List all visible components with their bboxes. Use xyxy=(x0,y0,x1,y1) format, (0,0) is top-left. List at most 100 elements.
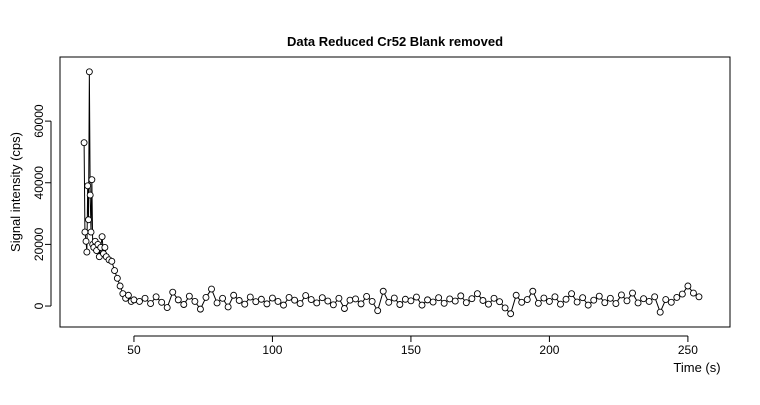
data-point xyxy=(219,294,227,302)
data-point xyxy=(390,294,398,302)
data-point xyxy=(678,290,686,298)
data-point xyxy=(485,300,492,308)
data-point xyxy=(313,299,321,307)
data-point xyxy=(501,304,509,312)
data-point xyxy=(595,292,603,300)
data-point xyxy=(81,228,89,236)
data-point xyxy=(357,300,365,308)
y-tick-label: 0 xyxy=(32,302,46,309)
data-point xyxy=(695,293,703,301)
data-point xyxy=(662,296,670,304)
data-point xyxy=(363,293,371,300)
data-point xyxy=(413,293,420,301)
data-point xyxy=(113,274,121,282)
data-point xyxy=(673,293,681,301)
data-point xyxy=(352,295,359,303)
data-point xyxy=(85,68,93,76)
data-point xyxy=(208,285,215,293)
data-point xyxy=(202,293,210,301)
x-tick-label: 250 xyxy=(678,343,698,357)
data-point xyxy=(101,244,109,251)
data-point xyxy=(407,297,415,305)
data-point xyxy=(224,303,232,311)
data-point xyxy=(557,300,564,308)
data-point xyxy=(252,298,260,306)
data-point xyxy=(457,292,465,300)
data-point xyxy=(116,282,124,290)
data-point xyxy=(291,296,299,304)
data-point xyxy=(440,299,448,307)
data-point xyxy=(629,289,636,297)
data-point xyxy=(307,296,315,304)
y-axis-title: Signal intensity (cps) xyxy=(8,132,23,252)
data-point xyxy=(523,296,531,304)
data-point xyxy=(196,305,204,313)
data-point xyxy=(180,301,188,308)
data-point xyxy=(268,294,276,302)
chart-title: Data Reduced Cr52 Blank removed xyxy=(287,34,503,49)
data-point xyxy=(185,292,193,300)
data-point xyxy=(163,304,171,312)
data-point xyxy=(147,300,155,308)
data-point xyxy=(274,297,282,305)
data-point xyxy=(490,294,498,302)
x-tick-label: 150 xyxy=(401,343,421,357)
data-point xyxy=(401,295,409,303)
data-point xyxy=(368,297,376,305)
data-point xyxy=(341,305,348,312)
data-point xyxy=(263,300,271,308)
data-point xyxy=(82,237,90,245)
y-tick-label: 20000 xyxy=(32,227,46,261)
data-point xyxy=(235,297,243,304)
data-point xyxy=(601,299,609,307)
data-point xyxy=(174,296,182,304)
data-point xyxy=(346,296,354,304)
data-point xyxy=(158,298,166,306)
data-point xyxy=(241,300,249,308)
data-point xyxy=(584,301,592,309)
data-point xyxy=(435,294,443,302)
data-point xyxy=(324,297,332,305)
data-point xyxy=(667,298,675,306)
data-point xyxy=(318,294,326,302)
data-point xyxy=(169,288,177,296)
data-point xyxy=(689,289,697,297)
data-point xyxy=(540,294,548,302)
data-point xyxy=(136,297,143,305)
y-tick-label: 60000 xyxy=(32,104,46,138)
data-point xyxy=(479,297,487,304)
data-point xyxy=(518,298,526,306)
data-point xyxy=(296,300,304,308)
data-point xyxy=(496,298,504,306)
x-tick-label: 200 xyxy=(539,343,559,357)
data-point xyxy=(285,293,293,301)
data-point xyxy=(80,139,88,147)
data-point xyxy=(462,299,470,307)
data-point xyxy=(606,294,614,302)
data-point xyxy=(329,301,337,309)
data-point xyxy=(111,267,119,275)
data-point xyxy=(191,297,199,305)
data-point xyxy=(534,299,542,307)
data-point xyxy=(562,295,570,303)
data-point xyxy=(684,282,692,290)
data-point xyxy=(85,216,92,224)
data-point xyxy=(529,287,537,295)
data-point xyxy=(468,295,476,303)
data-point xyxy=(507,310,515,318)
data-point xyxy=(230,291,238,299)
data-point xyxy=(617,291,625,299)
data-point xyxy=(545,297,553,305)
data-point xyxy=(640,295,648,303)
data-point xyxy=(335,294,343,302)
data-point xyxy=(213,299,221,307)
data-point xyxy=(656,308,664,316)
data-point xyxy=(551,293,559,301)
data-point xyxy=(98,233,106,241)
plot-frame xyxy=(59,56,731,328)
data-point xyxy=(124,291,132,299)
data-point xyxy=(451,297,459,305)
x-axis-title: Time (s) xyxy=(673,360,720,375)
data-point xyxy=(379,287,387,295)
